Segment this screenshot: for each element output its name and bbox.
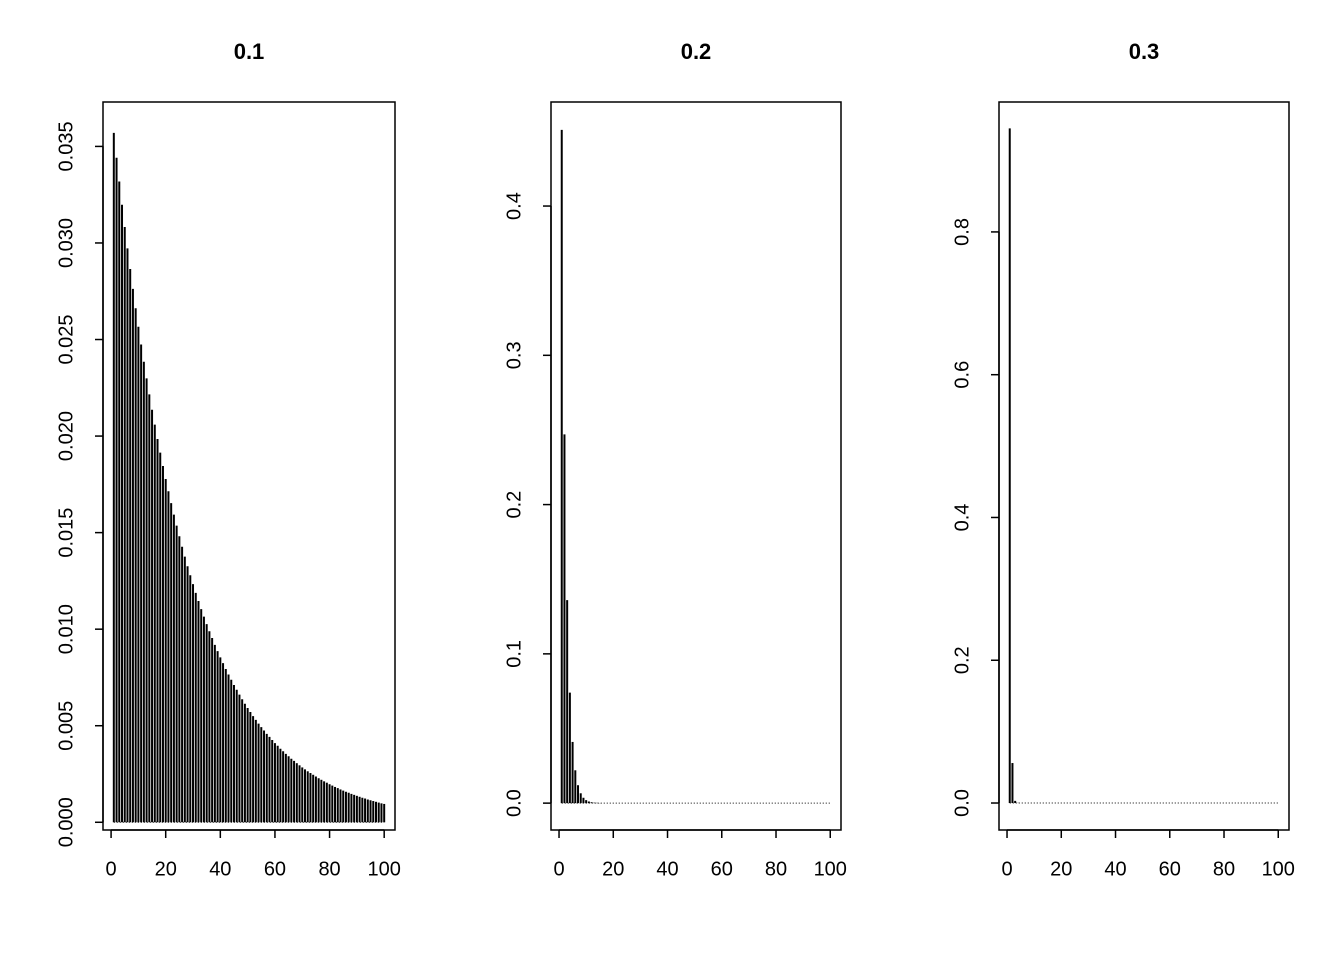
x-tick-label: 100 bbox=[814, 858, 847, 880]
y-tick-label: 0.2 bbox=[503, 491, 525, 519]
plot-frame bbox=[998, 101, 1290, 831]
y-tick-label: 0.8 bbox=[951, 218, 973, 246]
y-tick-label: 0.0 bbox=[503, 789, 525, 817]
y-tick-label: 0.015 bbox=[55, 508, 77, 558]
x-tick-label: 20 bbox=[1050, 858, 1072, 880]
x-tick-label: 60 bbox=[711, 858, 733, 880]
y-tick-label: 0.000 bbox=[55, 797, 77, 847]
y-tick-label: 0.3 bbox=[503, 341, 525, 369]
x-tick-label: 0 bbox=[106, 858, 117, 880]
x-tick-label: 20 bbox=[155, 858, 177, 880]
y-tick-label: 0.6 bbox=[951, 361, 973, 389]
x-tick-label: 80 bbox=[318, 858, 340, 880]
x-tick-label: 40 bbox=[209, 858, 231, 880]
chart-title: 0.1 bbox=[234, 39, 265, 64]
x-tick-label: 100 bbox=[1262, 858, 1295, 880]
plot-frame bbox=[550, 101, 842, 831]
y-tick-label: 0.025 bbox=[55, 314, 77, 364]
y-tick-label: 0.030 bbox=[55, 218, 77, 268]
y-tick-label: 0.4 bbox=[951, 504, 973, 532]
x-tick-label: 40 bbox=[1104, 858, 1126, 880]
x-tick-label: 60 bbox=[1159, 858, 1181, 880]
y-tick-label: 0.4 bbox=[503, 192, 525, 220]
y-tick-label: 0.1 bbox=[503, 640, 525, 668]
y-tick-label: 0.005 bbox=[55, 701, 77, 751]
x-tick-label: 80 bbox=[765, 858, 787, 880]
x-tick-label: 60 bbox=[264, 858, 286, 880]
y-tick-label: 0.0 bbox=[951, 789, 973, 817]
x-tick-label: 0 bbox=[553, 858, 564, 880]
x-tick-label: 20 bbox=[602, 858, 624, 880]
chart-title: 0.2 bbox=[681, 39, 712, 64]
x-tick-label: 40 bbox=[656, 858, 678, 880]
y-tick-label: 0.020 bbox=[55, 411, 77, 461]
chart-title: 0.3 bbox=[1129, 39, 1160, 64]
x-tick-label: 0 bbox=[1001, 858, 1012, 880]
x-tick-label: 100 bbox=[367, 858, 400, 880]
y-tick-label: 0.010 bbox=[55, 604, 77, 654]
x-tick-label: 80 bbox=[1213, 858, 1235, 880]
y-tick-label: 0.2 bbox=[951, 646, 973, 674]
y-tick-label: 0.035 bbox=[55, 121, 77, 171]
